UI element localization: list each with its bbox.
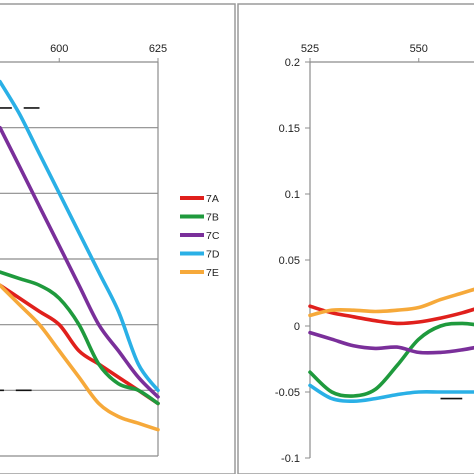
left-dashed-marks: [0, 107, 40, 392]
right-y-tick-label: 0.15: [279, 123, 300, 135]
right-y-tick-label: 0: [294, 321, 300, 333]
legend-label-7c: 7C: [206, 230, 220, 242]
left-series-lines: [0, 79, 160, 432]
right-y-tick-labels: 0.2 0.15 0.1 0.05 0 -0.05 -0.1: [275, 57, 300, 465]
left-x-tick-labels: 600 625: [50, 43, 167, 55]
right-y-tick-label: 0.2: [285, 57, 300, 69]
legend-label-7b: 7B: [206, 212, 219, 224]
right-series-line-7d: [308, 383, 474, 404]
right-panel-border: [237, 3, 474, 474]
right-series-line-7c: [308, 330, 474, 355]
right-y-tick-label: 0.1: [285, 189, 300, 201]
right-chart: 525 550 0.2 0.15 0.1 0.05 0 -0.05 -0.1: [275, 43, 474, 465]
right-axes: [305, 58, 474, 459]
right-series-line-7e: [308, 287, 474, 318]
left-chart: 600 625 7A 7B 7C 7D 7E: [0, 43, 220, 457]
right-series-line-7a: [308, 304, 474, 326]
left-x-tick-label-600: 600: [50, 43, 68, 55]
right-x-tick-labels: 525 550: [301, 43, 428, 55]
legend-label-7e: 7E: [206, 267, 219, 279]
right-y-tick-label: -0.05: [275, 387, 300, 399]
right-x-tick-label-525: 525: [301, 43, 319, 55]
left-x-tick-label-625: 625: [149, 43, 167, 55]
series-line-7e: [0, 283, 160, 432]
left-panel-border: [0, 3, 236, 474]
series-line-7d: [0, 79, 160, 393]
right-series-line-7b: [308, 321, 474, 398]
right-y-tick-label: 0.05: [279, 255, 300, 267]
legend-label-7a: 7A: [206, 193, 219, 205]
right-x-tick-label-550: 550: [410, 43, 428, 55]
series-line-7b: [0, 270, 160, 406]
right-y-tick-label: -0.1: [281, 453, 300, 465]
right-series-lines: [308, 287, 474, 404]
legend: 7A 7B 7C 7D 7E: [180, 193, 220, 279]
series-line-7a: [0, 283, 160, 406]
legend-label-7d: 7D: [206, 249, 220, 261]
left-gridlines: [0, 58, 159, 457]
series-line-7c: [0, 125, 160, 399]
